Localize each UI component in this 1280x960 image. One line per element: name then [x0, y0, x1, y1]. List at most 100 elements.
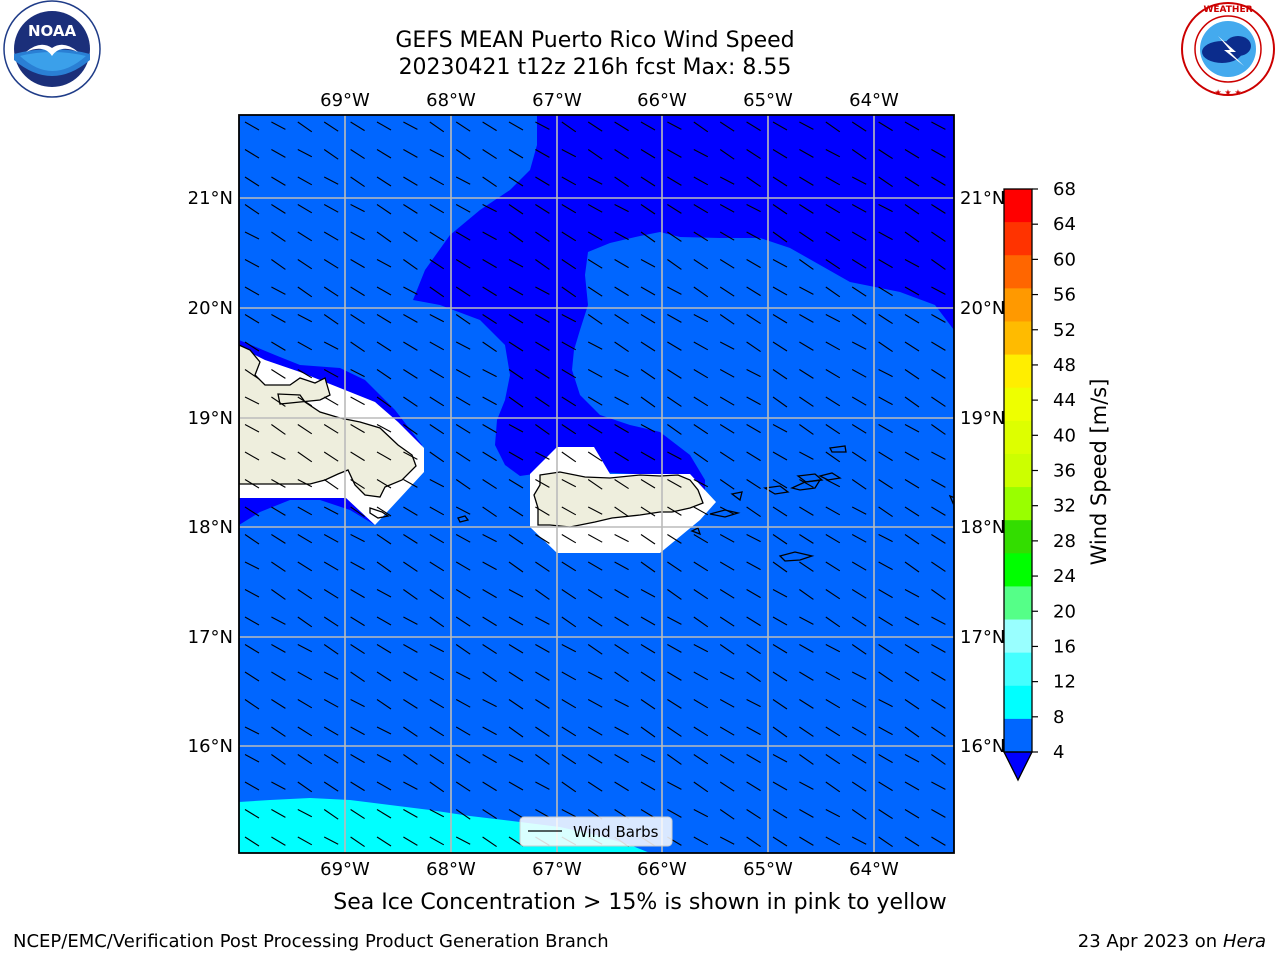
lon-label-top: 69°W [320, 90, 370, 111]
wind-barb [297, 121, 313, 133]
wind-barb [904, 699, 920, 710]
wind-barb [535, 396, 550, 407]
wind-barb [403, 369, 418, 379]
wind-barb [482, 479, 497, 490]
wind-barb [482, 534, 497, 543]
wind-barb [297, 259, 313, 270]
wind-barb [297, 534, 313, 544]
wind-barb [931, 699, 946, 709]
wind-barb [799, 781, 814, 790]
wind-barb [904, 314, 920, 324]
wind-barb [376, 369, 392, 380]
wind-barb [297, 369, 313, 379]
wind-barb [376, 699, 392, 710]
wind-barb [851, 781, 867, 792]
wind-barb [535, 149, 550, 158]
lon-label-top: 65°W [743, 90, 793, 111]
wind-barb [376, 561, 392, 573]
wind-barb [640, 561, 656, 573]
wind-barb [297, 286, 313, 298]
wind-barb [693, 589, 709, 600]
wind-barb [561, 781, 577, 793]
lon-label-bottom: 66°W [637, 859, 687, 880]
colorbar-segment [1004, 288, 1032, 322]
wind-barb [746, 204, 761, 213]
colorbar-segment [1004, 420, 1032, 455]
wind-barb [799, 314, 814, 323]
wind-barb [931, 754, 946, 765]
wind-barb [244, 506, 260, 517]
wind-barb [851, 534, 867, 543]
wind-barb [587, 726, 603, 736]
wind-barb [429, 204, 445, 214]
wind-barb [667, 396, 682, 407]
wind-barb [640, 176, 656, 187]
wind-barb [772, 726, 788, 738]
wind-barb [482, 451, 497, 462]
wind-barb [376, 754, 392, 763]
wind-barb [350, 726, 365, 736]
wind-barb [931, 451, 946, 460]
wind-barb [429, 424, 445, 435]
wind-barb [376, 809, 392, 819]
lon-label-top: 68°W [426, 90, 476, 111]
wind-barb [772, 149, 788, 159]
colorbar-tick-label: 12 [1053, 672, 1076, 693]
wind-barb [931, 204, 946, 214]
wind-barb [350, 424, 365, 434]
wind-barb [640, 121, 656, 131]
wind-barb [640, 149, 656, 159]
wind-barb [271, 644, 286, 653]
wind-barb [350, 616, 365, 627]
wind-barb [851, 671, 867, 680]
wind-barb [587, 176, 603, 185]
wind-barb [640, 699, 656, 710]
wind-barb [271, 369, 286, 379]
wind-barb [640, 726, 656, 738]
wind-barb [323, 589, 339, 599]
wind-barb [614, 369, 629, 378]
wind-barb [640, 479, 656, 489]
lat-label-left: 18°N [188, 517, 233, 538]
wind-barb [851, 259, 867, 269]
wind-barb [904, 589, 920, 598]
wind-barb [640, 396, 656, 408]
wind-barb [429, 479, 445, 488]
wind-barb [403, 451, 418, 460]
wind-barb [746, 589, 761, 599]
wind-barb [667, 149, 682, 158]
wind-barb [535, 616, 550, 625]
wind-barb [746, 479, 761, 490]
wind-barb [455, 341, 471, 350]
wind-barb [667, 204, 682, 214]
wind-barb [640, 314, 656, 324]
footer-credit: NCEP/EMC/Verification Post Processing Pr… [13, 931, 609, 952]
wind-barb [429, 121, 445, 133]
wind-barb [429, 616, 445, 628]
wind-barb [878, 699, 893, 708]
wind-barb [482, 781, 497, 792]
wind-barb [825, 726, 841, 737]
wind-barb [693, 396, 709, 407]
wind-barb [323, 479, 339, 490]
wind-barb [667, 671, 682, 681]
wind-barb [403, 121, 418, 130]
wind-barb [719, 836, 735, 845]
wind-barb [403, 616, 418, 625]
wind-barb [508, 534, 524, 545]
wind-barb [719, 726, 735, 736]
wind-barb [719, 699, 735, 708]
wind-barb [640, 671, 656, 682]
wind-barb [878, 149, 893, 160]
wind-barb [482, 176, 497, 188]
wind-barb [772, 204, 788, 215]
wind-barb [376, 479, 392, 489]
wind-barb [772, 451, 788, 461]
wind-barb [719, 424, 735, 434]
wind-barb [429, 396, 445, 407]
wind-barb [931, 286, 946, 295]
wind-barb [746, 176, 761, 188]
wind-barb [878, 561, 893, 571]
wind-barb [535, 754, 550, 765]
wind-barb [772, 479, 788, 489]
